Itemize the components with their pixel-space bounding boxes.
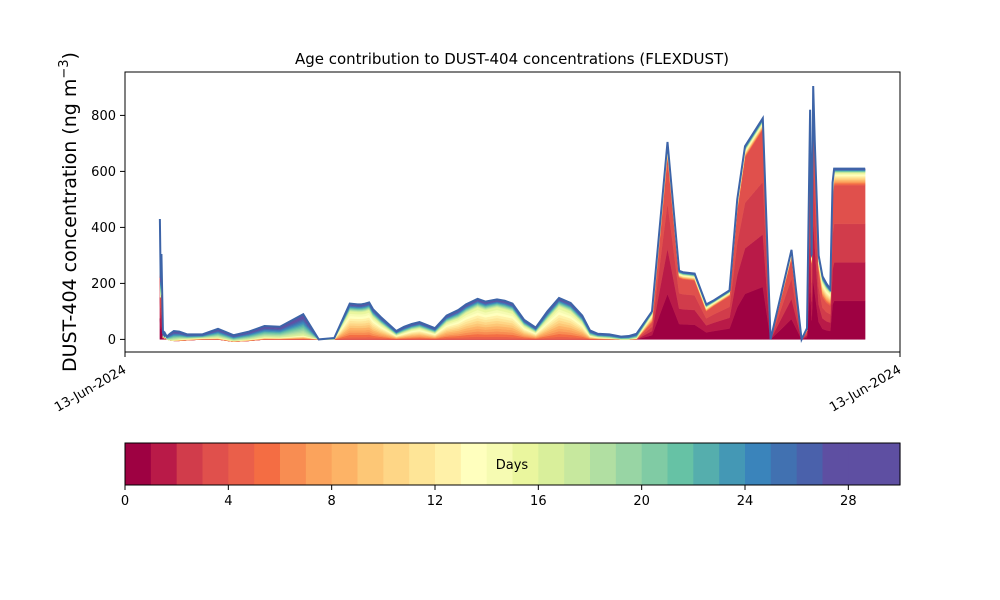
- colorbar-frame: [124, 442, 901, 486]
- colorbar-label: Days: [496, 458, 529, 473]
- colorbar-swatch: [848, 443, 875, 485]
- chart-title: Age contribution to DUST-404 concentrati…: [295, 50, 729, 68]
- colorbar-swatch: [176, 443, 204, 485]
- colorbar-swatch: [564, 443, 591, 485]
- colorbar-swatch: [538, 443, 565, 485]
- colorbar-swatch: [202, 443, 229, 485]
- y-tick-label: 0: [108, 333, 116, 348]
- y-tick-label: 800: [91, 109, 116, 124]
- colorbar-swatch: [280, 443, 307, 485]
- colorbar-swatch: [383, 443, 410, 485]
- colorbar-swatch: [615, 443, 643, 485]
- colorbar-swatch: [512, 443, 539, 485]
- colorbar-tick-label: 16: [530, 494, 547, 509]
- colorbar: 0 4 8 12 16 20 24 28: [121, 442, 901, 509]
- colorbar-swatch: [667, 443, 694, 485]
- colorbar-tick-label: 20: [633, 494, 650, 509]
- plot-frame: [124, 71, 901, 353]
- colorbar-swatch: [150, 443, 178, 485]
- colorbar-tick-label: 0: [121, 494, 129, 509]
- colorbar-swatch: [719, 443, 746, 485]
- colorbar-swatch: [693, 443, 720, 485]
- colorbar-swatch: [125, 443, 152, 485]
- colorbar-swatch: [770, 443, 798, 485]
- y-axis-label-superscript: −3: [57, 59, 72, 78]
- colorbar-swatch: [796, 443, 824, 485]
- colorbar-swatch: [822, 443, 849, 485]
- colorbar-swatch: [874, 443, 901, 485]
- y-tick-label: 600: [91, 165, 116, 180]
- colorbar-swatch: [435, 443, 462, 485]
- colorbar-swatch: [745, 443, 772, 485]
- y-axis-label-close: ): [59, 52, 81, 59]
- colorbar-tick-label: 8: [328, 494, 336, 509]
- colorbar-swatch: [486, 443, 514, 485]
- colorbar-swatch: [641, 443, 669, 485]
- colorbar-swatch: [228, 443, 255, 485]
- colorbar-swatch: [357, 443, 384, 485]
- colorbar-swatch: [305, 443, 333, 485]
- colorbar-tick-label: 24: [737, 494, 754, 509]
- colorbar-tick-label: 12: [427, 494, 444, 509]
- y-tick-label: 400: [91, 221, 116, 236]
- colorbar-tick-label: 4: [224, 494, 232, 509]
- y-axis-label: DUST-404 concentration (ng m−3): [57, 52, 81, 372]
- y-tick-label: 200: [91, 277, 116, 292]
- x-tick-label: 13-Jun-2024: [827, 362, 904, 415]
- colorbar-swatch: [590, 443, 617, 485]
- y-axis-label-main: DUST-404 concentration (ng m: [59, 79, 81, 372]
- total-concentration-line: [158, 85, 866, 343]
- colorbar-tick-label: 28: [840, 494, 857, 509]
- colorbar-swatch: [254, 443, 281, 485]
- stacked-areas: [158, 85, 866, 343]
- colorbar-swatch: [331, 443, 359, 485]
- colorbar-swatch: [460, 443, 488, 485]
- colorbar-swatch: [409, 443, 436, 485]
